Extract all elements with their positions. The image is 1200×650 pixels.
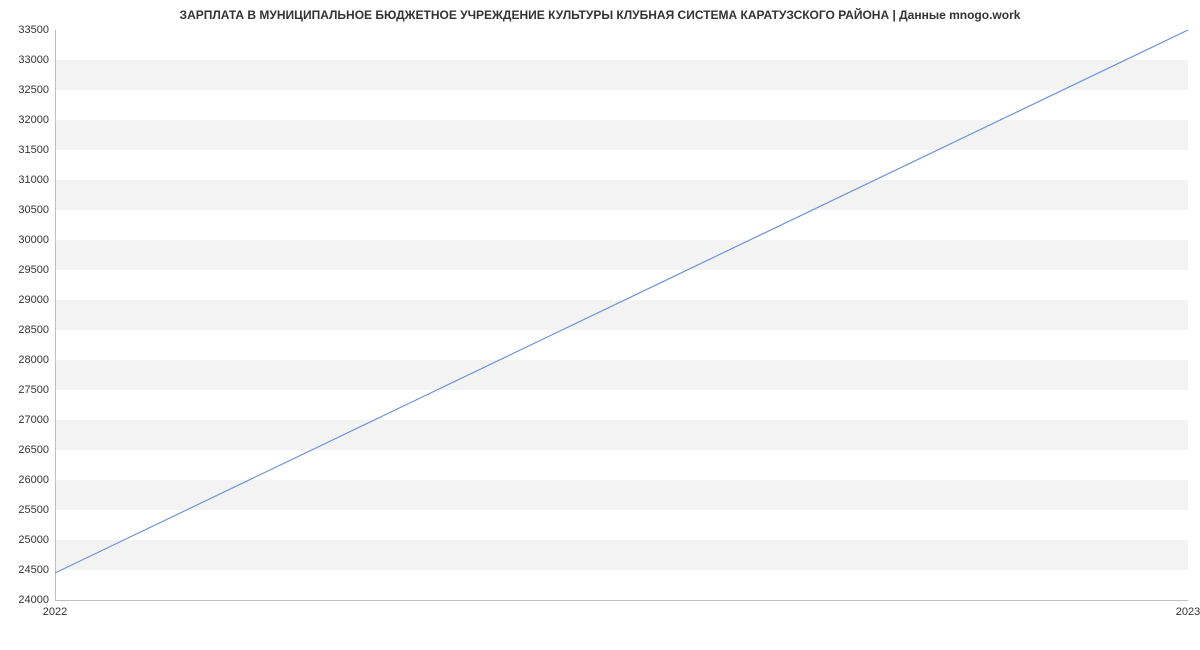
y-tick-label: 28500 bbox=[18, 324, 49, 336]
y-tick-label: 30000 bbox=[18, 234, 49, 246]
y-tick-label: 29500 bbox=[18, 264, 49, 276]
y-tick-label: 25000 bbox=[18, 534, 49, 546]
x-tick-label: 2023 bbox=[1176, 606, 1200, 618]
y-tick-label: 26000 bbox=[18, 474, 49, 486]
chart-title: ЗАРПЛАТА В МУНИЦИПАЛЬНОЕ БЮДЖЕТНОЕ УЧРЕЖ… bbox=[0, 0, 1200, 22]
series-layer bbox=[55, 30, 1188, 600]
series-line-salary bbox=[55, 30, 1188, 573]
y-tick-label: 31500 bbox=[18, 144, 49, 156]
y-tick-label: 27000 bbox=[18, 414, 49, 426]
plot-area: 2400024500250002550026000265002700027500… bbox=[55, 30, 1188, 600]
y-tick-label: 31000 bbox=[18, 174, 49, 186]
y-tick-label: 32500 bbox=[18, 84, 49, 96]
x-tick-label: 2022 bbox=[43, 606, 67, 618]
y-tick-label: 25500 bbox=[18, 504, 49, 516]
y-tick-label: 24000 bbox=[18, 594, 49, 606]
x-axis-line bbox=[55, 600, 1188, 601]
y-tick-label: 33000 bbox=[18, 54, 49, 66]
y-tick-label: 27500 bbox=[18, 384, 49, 396]
y-tick-label: 28000 bbox=[18, 354, 49, 366]
y-tick-label: 24500 bbox=[18, 564, 49, 576]
y-tick-label: 26500 bbox=[18, 444, 49, 456]
y-tick-label: 33500 bbox=[18, 24, 49, 36]
y-tick-label: 29000 bbox=[18, 294, 49, 306]
y-tick-label: 30500 bbox=[18, 204, 49, 216]
y-tick-label: 32000 bbox=[18, 114, 49, 126]
salary-line-chart: ЗАРПЛАТА В МУНИЦИПАЛЬНОЕ БЮДЖЕТНОЕ УЧРЕЖ… bbox=[0, 0, 1200, 650]
